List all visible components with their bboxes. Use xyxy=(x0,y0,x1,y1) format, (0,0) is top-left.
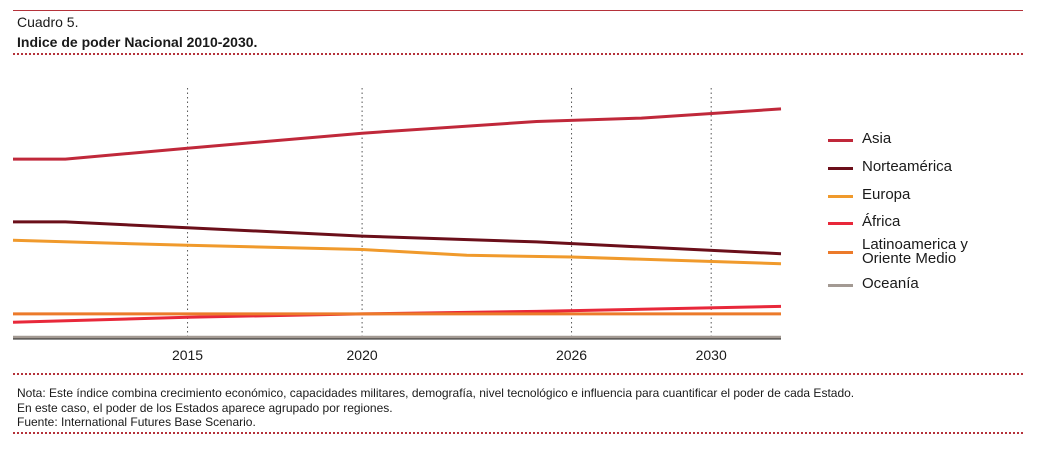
title-divider xyxy=(13,53,1023,55)
series-line xyxy=(13,220,782,256)
x-tick-label: 2015 xyxy=(172,347,203,363)
x-tick-label: 2030 xyxy=(696,347,727,363)
top-rule xyxy=(13,10,1023,11)
note-line: En este caso, el poder de los Estados ap… xyxy=(17,400,393,415)
notes-block: Nota: Este índice combina crecimiento ec… xyxy=(17,386,854,430)
legend-label: Latinoamerica y Oriente Medio xyxy=(862,236,968,267)
line-chart: 2015 2020 2026 2030 xyxy=(12,88,782,363)
notes-divider-top xyxy=(13,373,1023,375)
legend-swatch xyxy=(828,167,853,170)
note-line: Fuente: International Futures Base Scena… xyxy=(17,415,256,429)
series-line xyxy=(13,107,782,161)
legend-swatch xyxy=(828,284,853,287)
legend-label: Asia xyxy=(862,130,892,147)
legend-label: Norteamérica xyxy=(862,158,953,175)
x-tick-label: 2020 xyxy=(347,347,378,363)
series-line xyxy=(12,238,782,266)
legend-label: Europa xyxy=(862,186,911,203)
notes-divider-bottom xyxy=(13,432,1023,434)
legend-swatch xyxy=(828,251,853,254)
figure-label: Cuadro 5. xyxy=(17,14,79,30)
legend-swatch xyxy=(828,139,853,142)
x-tick-label: 2026 xyxy=(556,347,587,363)
legend-label: África xyxy=(862,213,901,230)
legend-swatch xyxy=(828,195,853,198)
legend-label: Oceanía xyxy=(862,275,919,292)
chart-title: Indice de poder Nacional 2010-2030. xyxy=(17,34,258,50)
note-line: Nota: Este índice combina crecimiento ec… xyxy=(17,386,855,400)
legend-swatch xyxy=(828,222,853,225)
